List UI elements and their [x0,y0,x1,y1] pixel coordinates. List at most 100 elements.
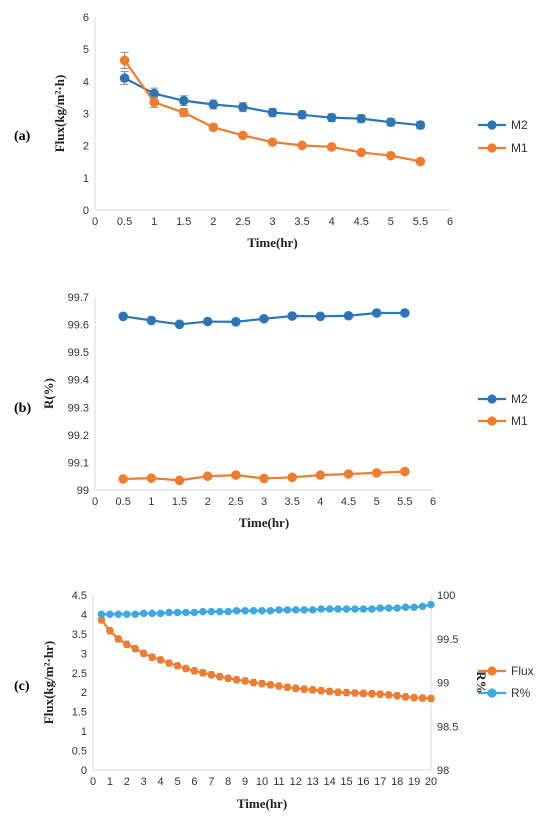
data-point [342,605,351,613]
data-point [418,694,427,702]
x-axis-title: Time(hr) [237,796,287,811]
y-tick-label: 1 [83,173,89,185]
data-point [342,688,351,697]
x-tick-label: 0.5 [117,216,132,228]
legend-marker [487,688,497,698]
data-point [123,610,131,619]
data-point [207,670,216,679]
x-tick-label: 3.5 [294,216,309,228]
y-tick-label: 3.5 [72,629,87,641]
legend-label: R% [511,686,531,700]
data-point [131,644,140,653]
data-point [325,687,334,696]
data-point [241,677,249,685]
x-tick-label: 3 [261,496,267,508]
x-tick-label: 5 [388,216,394,228]
legend-label: M2 [511,118,528,132]
data-point [149,97,159,108]
data-point [292,684,300,693]
data-point [202,316,213,327]
data-point [400,308,410,318]
data-point [326,142,337,152]
y-tick-label: 0.5 [72,746,87,758]
data-point [351,605,359,613]
data-point [371,468,382,478]
data-point [287,311,297,321]
data-point [118,474,128,484]
y-tick-label: 99.6 [68,320,89,332]
data-point [119,55,130,66]
data-point [190,667,199,675]
data-point [386,150,396,161]
data-point [202,471,213,482]
x-tick-label: 1.5 [172,496,187,508]
y-tick-label: 4 [81,609,87,621]
data-point [266,681,275,689]
data-point [148,653,156,662]
data-point [148,609,156,618]
data-point [356,113,367,124]
data-point [258,679,266,688]
data-point [174,319,185,330]
data-point [173,661,182,670]
data-point [119,73,130,83]
chart-panel-2: 0 0.5 1 1.5 2 2.5 3 3.5 4 4.5 5 5.5 6 99 99.1 99.2 99.3 9… [14,292,528,530]
data-point [215,672,224,681]
data-point [384,691,393,699]
data-point [106,610,114,619]
data-point [190,608,199,617]
series-line [124,77,421,127]
data-point [238,130,248,141]
data-point [300,606,309,614]
data-point [224,674,232,683]
x-tick-label: 8 [225,776,231,788]
x-tick-label: 4.5 [341,496,356,508]
data-point [418,602,427,611]
legend-label: M1 [511,141,528,155]
data-point [238,102,248,112]
data-point [315,470,326,480]
y-tick-label: 3 [83,109,89,121]
data-point [401,603,410,612]
x-tick-label: 10 [256,776,268,788]
data-point [275,606,283,614]
data-point [386,117,396,127]
data-point [384,604,393,612]
x-tick-label: 11 [273,776,284,788]
x-tick-label: 20 [425,776,437,788]
x-tick-label: 4 [317,496,323,508]
x-tick-label: 4 [158,776,164,788]
data-point [393,604,402,612]
y-tick-label: 4.5 [72,590,87,602]
x-tick-label: 7 [208,776,214,788]
x-tick-label: 2 [205,496,211,508]
data-point [427,694,435,703]
x-tick-label: 2 [210,216,216,228]
x-tick-label: 17 [374,776,386,788]
y-right-tick-label: 99 [437,678,449,690]
legend-marker [487,120,497,130]
x-tick-label: 0 [92,216,98,228]
x-tick-label: 2.5 [228,496,243,508]
series-m1 [119,51,426,167]
x-tick-label: 4 [329,216,335,228]
data-point [368,605,376,613]
data-point [376,604,385,612]
data-point [258,606,266,615]
x-tick-label: 2.5 [235,216,250,228]
y-tick-label: 3 [81,648,87,660]
data-point [199,668,207,677]
y-tick-label: 1 [81,726,87,738]
data-point [182,608,190,617]
data-point [415,120,426,130]
x-tick-label: 5 [174,776,180,788]
data-point [146,315,157,326]
data-point [315,311,326,322]
data-point [300,685,309,693]
data-point [178,107,189,118]
data-point [317,605,325,613]
data-point [156,656,165,664]
data-point [401,693,410,701]
y-axis-right-title: R% [474,671,489,693]
data-point [334,688,342,697]
